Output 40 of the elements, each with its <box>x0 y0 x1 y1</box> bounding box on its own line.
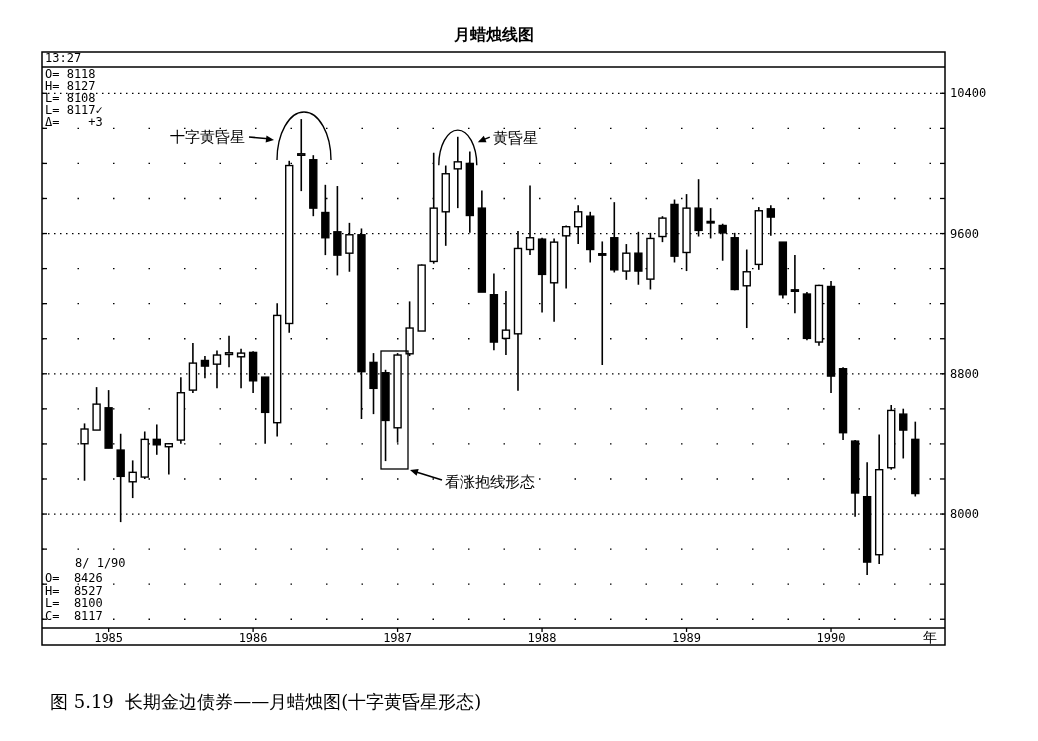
annotation: O= 8118 <box>45 67 96 81</box>
x-tick-label: 1988 <box>527 631 557 645</box>
annotation: L= 8108 <box>45 91 96 105</box>
annotation: L= 8117✓ <box>45 103 103 117</box>
y-tick-label: 8800 <box>950 366 979 381</box>
y-tick-label: 9600 <box>950 226 979 241</box>
chart-title: 月蜡烛线图 <box>452 25 534 44</box>
candlestick <box>224 334 234 368</box>
x-tick-label: 1989 <box>672 631 701 645</box>
annotation: 看涨抱线形态 <box>445 473 535 491</box>
candlestick <box>236 347 246 390</box>
annotation: H= 8527 <box>45 583 103 598</box>
y-tick-label: 8000 <box>950 507 979 522</box>
candlestick <box>128 459 137 499</box>
candlestick <box>899 407 908 460</box>
x-tick-label: 1990 <box>816 631 846 645</box>
annotation: C= 8117 <box>45 608 103 623</box>
x-tick-label: 1986 <box>238 631 268 645</box>
annotation: Δ= +3 <box>45 115 103 129</box>
text: 13:27 <box>45 51 82 65</box>
candlestick <box>790 254 800 314</box>
annotation: L= 8100 <box>45 596 103 610</box>
candlestick <box>622 243 631 281</box>
annotation: 黄昏星 <box>492 129 538 148</box>
candlestick <box>453 135 462 209</box>
annotation: H= 8127 <box>45 79 96 93</box>
x-tick-label: 1985 <box>94 631 124 645</box>
candlestick <box>212 349 222 390</box>
caption: 图 5.19 长期金边债券——月蜡烛图(十字黄昏星形态) <box>50 691 482 712</box>
candlestick <box>200 355 210 380</box>
candlestick <box>742 248 751 329</box>
y-tick-label: 10400 <box>950 86 987 101</box>
x-tick-label: 1987 <box>383 631 413 645</box>
annotation: O= 8426 <box>45 571 103 585</box>
x-axis-title: 年 <box>923 629 937 645</box>
candlestick <box>598 240 607 366</box>
annotation: 十字黄昏星 <box>170 128 245 146</box>
candlestick <box>164 442 174 476</box>
candlestick <box>297 118 306 192</box>
annotation: 8/ 1/90 <box>75 556 126 570</box>
